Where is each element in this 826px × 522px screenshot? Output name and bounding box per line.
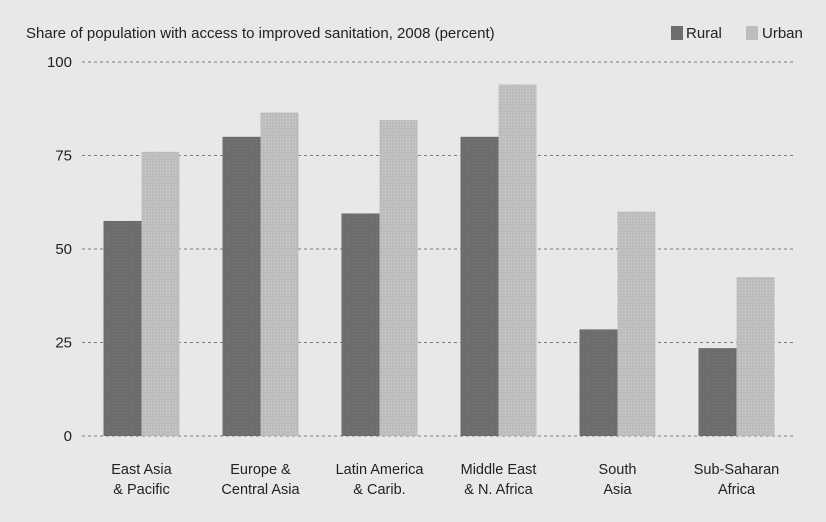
y-axis-ticks: 0 25 50 75 100 [47,54,72,445]
bar-rural [103,220,142,436]
bar-rural [698,348,737,436]
x-category-label: Europe & [230,462,291,478]
legend: Rural Urban [671,25,803,42]
bar-rural [579,329,618,436]
x-category-label: & Pacific [113,482,169,498]
x-category-label: Latin America [336,462,425,478]
y-tick-label: 0 [64,428,72,445]
x-category-label: South [599,462,637,478]
bar-rural [341,213,380,436]
x-category-label: Asia [603,482,632,498]
bar-rural [222,136,261,437]
bar-urban [379,119,418,436]
x-category-label: Sub-Saharan [694,462,779,478]
x-category-label: East Asia [111,462,172,478]
x-category-label: & N. Africa [464,482,533,498]
bar-urban [736,277,775,436]
bar-urban [498,84,537,436]
y-tick-label: 50 [55,241,72,258]
bars [103,84,775,437]
legend-swatch-rural [671,26,683,40]
y-tick-label: 75 [55,148,72,165]
bar-urban [141,151,180,436]
y-tick-label: 100 [47,54,72,71]
chart-title: Share of population with access to impro… [26,25,495,42]
x-axis-labels: East Asia & Pacific Europe & Central Asia La… [111,462,779,498]
x-category-label: Central Asia [221,482,300,498]
legend-swatch-urban [746,26,758,40]
legend-label-rural: Rural [686,25,722,42]
y-tick-label: 25 [55,335,72,352]
bar-urban [260,112,299,437]
x-category-label: Middle East [461,462,537,478]
x-category-label: & Carib. [353,482,405,498]
legend-label-urban: Urban [762,25,803,42]
bar-urban [617,211,656,436]
bar-rural [460,136,499,437]
grid-lines [82,61,796,437]
x-category-label: Africa [718,482,756,498]
